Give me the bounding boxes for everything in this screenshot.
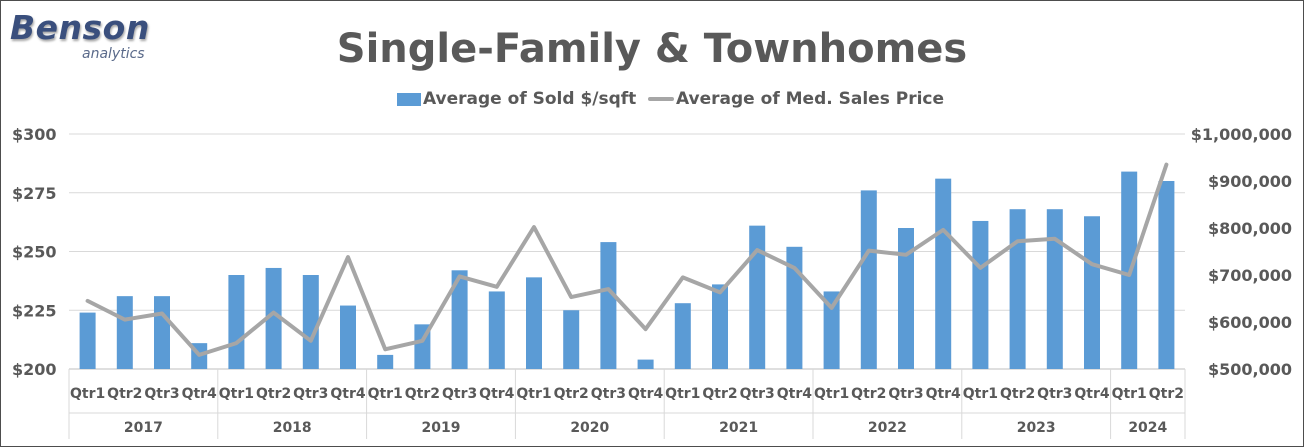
x-quarter-label: Qtr4 — [777, 386, 812, 402]
bar-sold-sqft — [786, 246, 803, 369]
bar-sold-sqft — [972, 220, 989, 369]
x-quarter-label: Qtr1 — [516, 386, 551, 402]
x-quarter-label: Qtr3 — [293, 386, 328, 402]
x-year-label: 2021 — [719, 420, 758, 436]
bar-sold-sqft — [637, 359, 654, 369]
bar-sold-sqft — [935, 178, 952, 369]
legend-item-med-price: Average of Med. Sales Price — [648, 87, 944, 111]
y-left-tick-label: $200 — [12, 360, 57, 379]
legend-label-med-price: Average of Med. Sales Price — [676, 89, 945, 109]
logo-sub: analytics — [82, 46, 145, 62]
x-quarter-label: Qtr4 — [628, 386, 663, 402]
bar-sold-sqft — [1158, 181, 1175, 369]
bar-sold-sqft — [860, 190, 877, 369]
legend-label-sold-sqft: Average of Sold $/sqft — [423, 89, 637, 109]
bar-sold-sqft — [265, 267, 282, 369]
x-year-label: 2017 — [124, 420, 163, 436]
x-quarter-label: Qtr4 — [926, 386, 961, 402]
y-right-tick-label: $700,000 — [1208, 266, 1292, 285]
x-quarter-label: Qtr2 — [851, 386, 886, 402]
bar-sold-sqft — [749, 225, 766, 369]
bar-sold-sqft — [340, 305, 356, 369]
y-right-tick-label: $800,000 — [1208, 219, 1292, 238]
bar-sold-sqft — [377, 354, 394, 369]
x-quarter-label: Qtr4 — [330, 386, 365, 402]
y-left-tick-label: $250 — [12, 243, 57, 262]
bar-sold-sqft — [228, 275, 245, 369]
bar-sold-sqft — [154, 296, 170, 369]
x-quarter-label: Qtr1 — [219, 386, 254, 402]
x-quarter-label: Qtr2 — [702, 386, 737, 402]
x-quarter-label: Qtr3 — [888, 386, 923, 402]
y-left-tick-label: $225 — [12, 301, 57, 320]
bar-sold-sqft — [1009, 209, 1026, 369]
x-quarter-label: Qtr3 — [1037, 386, 1072, 402]
legend-item-sold-sqft: Average of Sold $/sqft — [397, 87, 636, 111]
bar-sold-sqft — [712, 284, 728, 369]
y-right-tick-label: $500,000 — [1208, 360, 1292, 379]
x-quarter-label: Qtr2 — [107, 386, 142, 402]
bar-sold-sqft — [488, 291, 505, 369]
x-quarter-label: Qtr3 — [442, 386, 477, 402]
bar-sold-sqft — [823, 291, 840, 369]
bar-sold-sqft — [79, 312, 96, 369]
x-quarter-label: Qtr1 — [368, 386, 403, 402]
bar-sold-sqft — [451, 270, 468, 369]
x-quarter-label: Qtr2 — [256, 386, 291, 402]
x-quarter-label: Qtr3 — [144, 386, 179, 402]
bar-sold-sqft — [600, 242, 617, 369]
x-year-label: 2019 — [422, 420, 461, 436]
x-year-label: 2022 — [868, 420, 907, 436]
x-quarter-label: Qtr3 — [740, 386, 775, 402]
line-med-sales-price — [85, 162, 1169, 357]
bar-sold-sqft — [898, 228, 914, 369]
bar-sold-sqft — [674, 303, 691, 369]
chart-title: Single-Family & Townhomes — [336, 26, 968, 72]
x-quarter-label: Qtr1 — [963, 386, 998, 402]
x-quarter-label: Qtr1 — [1112, 386, 1147, 402]
legend-bar-swatch — [397, 92, 421, 106]
x-quarter-label: Qtr2 — [1149, 386, 1184, 402]
legend-line-swatch — [648, 97, 674, 101]
y-right-tick-label: $900,000 — [1208, 172, 1292, 191]
x-year-label: 2020 — [570, 420, 609, 436]
x-quarter-label: Qtr3 — [591, 386, 626, 402]
x-quarter-label: Qtr2 — [405, 386, 440, 402]
x-quarter-label: Qtr4 — [182, 386, 217, 402]
x-year-label: 2023 — [1017, 420, 1056, 436]
bar-sold-sqft — [116, 296, 133, 369]
bar-sold-sqft — [1046, 209, 1063, 369]
x-year-label: 2018 — [273, 420, 312, 436]
bar-sold-sqft — [526, 277, 542, 369]
benson-analytics-logo: Benson analytics — [10, 8, 150, 68]
x-quarter-label: Qtr1 — [665, 386, 700, 402]
bar-sold-sqft — [1084, 216, 1100, 369]
logo-brand: Benson — [10, 8, 150, 47]
bar-sold-sqft — [563, 310, 580, 369]
x-quarter-label: Qtr4 — [1074, 386, 1109, 402]
x-quarter-label: Qtr2 — [554, 386, 589, 402]
x-year-label: 2024 — [1128, 420, 1167, 436]
y-right-tick-label: $600,000 — [1208, 313, 1292, 332]
y-right-tick-label: $1,000,000 — [1191, 125, 1292, 144]
x-quarter-label: Qtr1 — [70, 386, 105, 402]
x-quarter-label: Qtr1 — [814, 386, 849, 402]
x-quarter-label: Qtr4 — [479, 386, 514, 402]
x-quarter-label: Qtr2 — [1000, 386, 1035, 402]
chart-legend: Average of Sold $/sqft Average of Med. S… — [0, 87, 1304, 111]
y-left-tick-label: $300 — [12, 125, 57, 144]
bar-sold-sqft — [302, 275, 319, 369]
y-left-tick-label: $275 — [12, 184, 57, 203]
